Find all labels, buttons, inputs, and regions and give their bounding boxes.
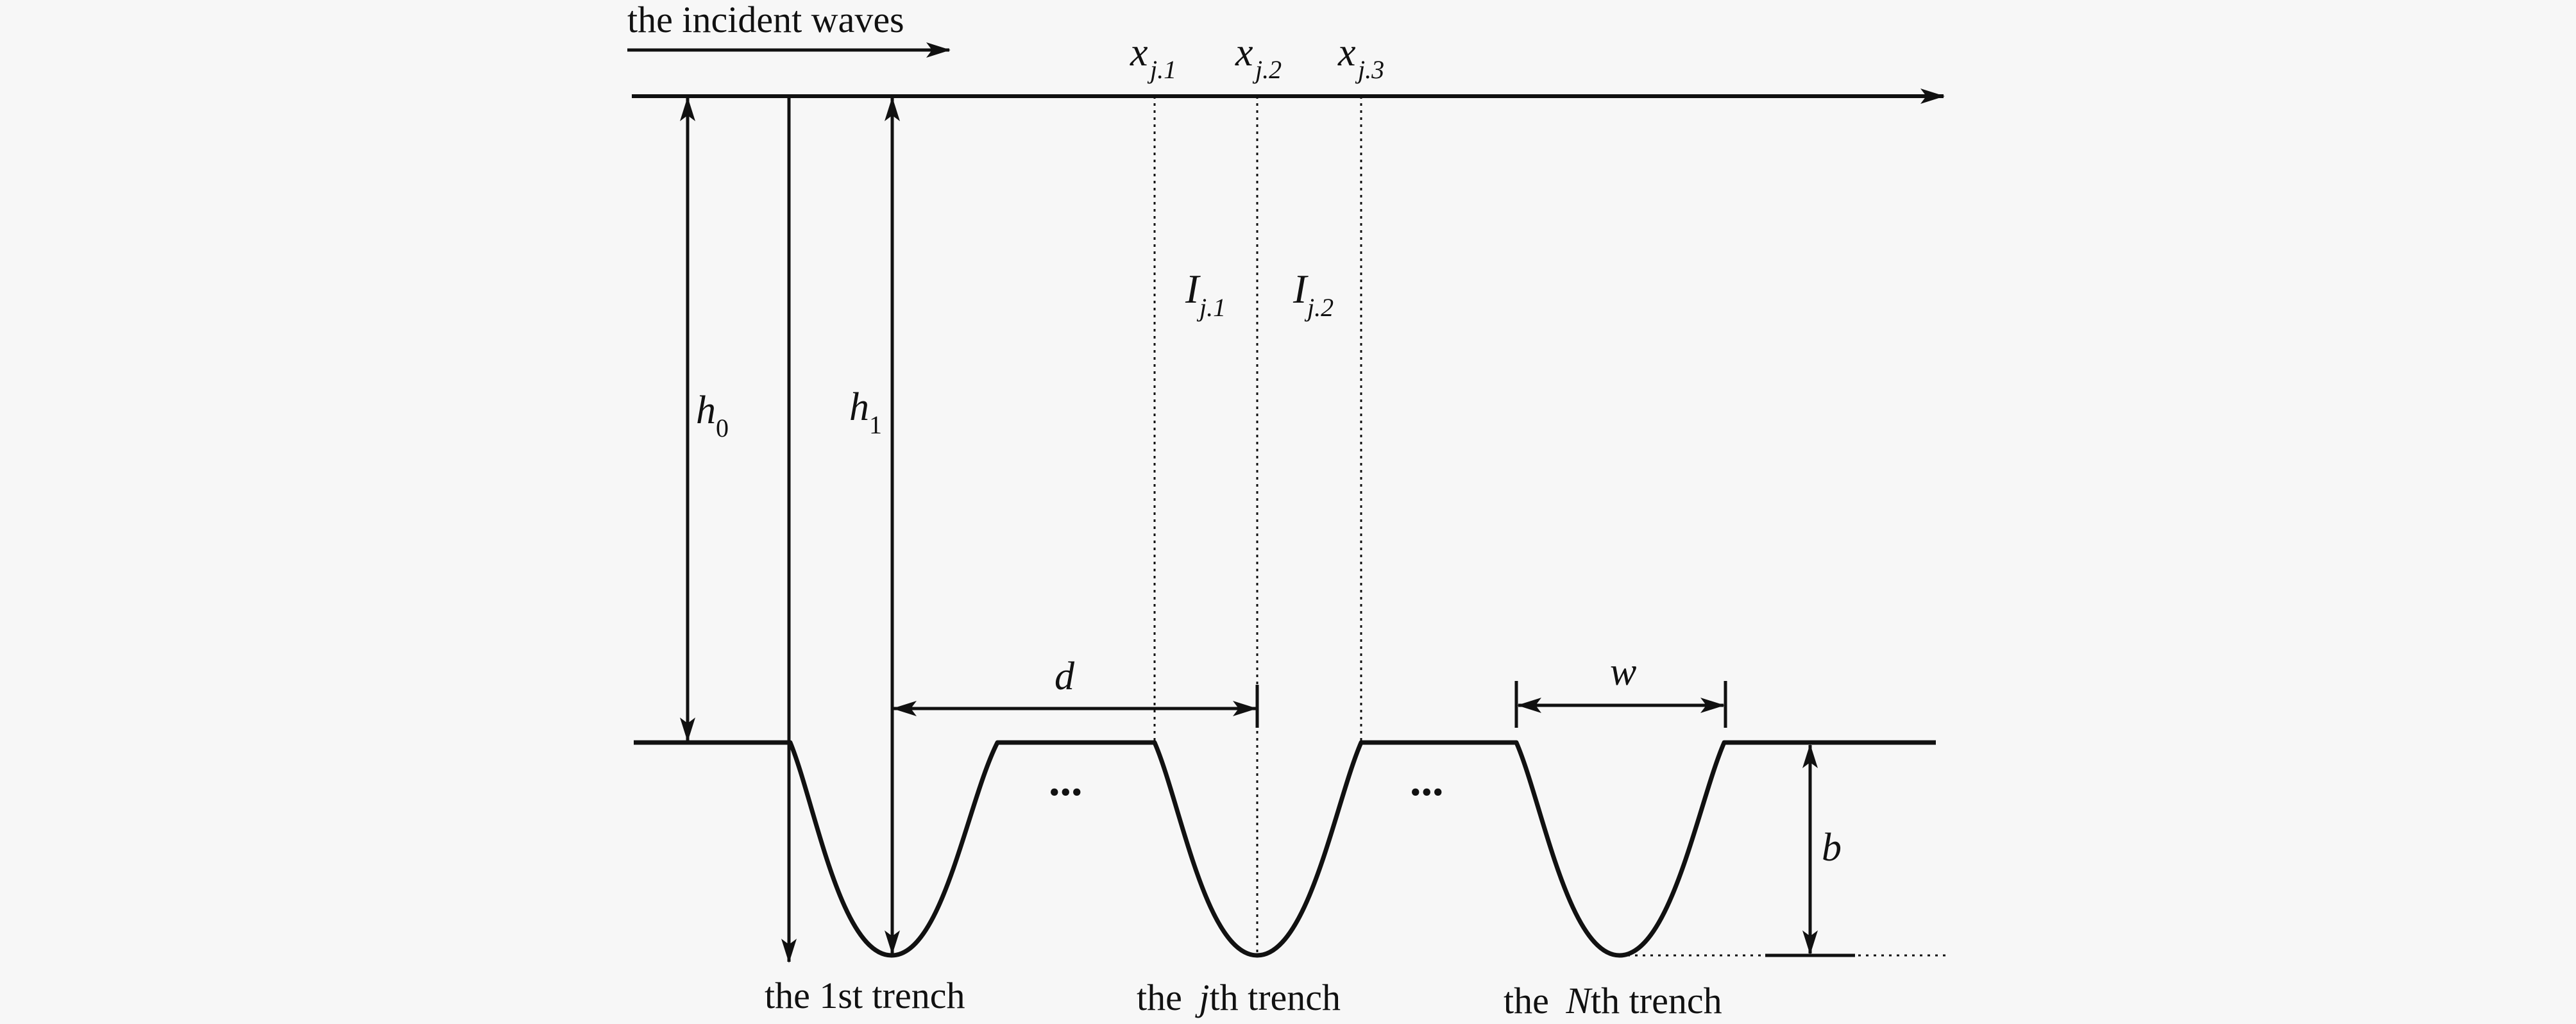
svg-text:1: 1 [869, 410, 882, 439]
nth-trench-label: the Nth trench [1504, 980, 1722, 1021]
jth-trench-label: the jth trench [1137, 977, 1341, 1018]
incident-waves-label: the incident waves [627, 0, 904, 40]
svg-text:h: h [696, 389, 716, 432]
svg-text:j.2: j.2 [1304, 293, 1334, 322]
w-label: w [1610, 650, 1636, 694]
interval-label-ij2: I j.2 [1292, 266, 1334, 322]
x-j2-label: x j.2 [1235, 31, 1282, 84]
svg-text:I: I [1292, 266, 1309, 312]
svg-text:I: I [1185, 266, 1201, 312]
svg-text:x: x [1337, 31, 1356, 74]
svg-text:x: x [1235, 31, 1253, 74]
svg-text:h: h [849, 385, 869, 429]
ellipsis-right: ... [1410, 756, 1444, 805]
first-trench-label: the 1st trench [765, 975, 965, 1016]
ellipsis-left: ... [1049, 756, 1083, 805]
svg-text:j.2: j.2 [1252, 55, 1282, 84]
d-label: d [1055, 655, 1075, 698]
svg-text:j.1: j.1 [1147, 55, 1176, 84]
seabed-profile [634, 740, 1936, 958]
x-j1-label: x j.1 [1130, 31, 1176, 84]
h0-label: h 0 [696, 389, 729, 442]
svg-text:0: 0 [716, 414, 729, 442]
svg-text:j.3: j.3 [1355, 55, 1384, 84]
svg-text:j.1: j.1 [1196, 293, 1226, 322]
svg-text:x: x [1130, 31, 1148, 74]
b-label: b [1822, 826, 1842, 869]
interval-label-ij1: I j.1 [1185, 266, 1226, 322]
h1-label: h 1 [849, 385, 882, 439]
x-j3-label: x j.3 [1337, 31, 1384, 84]
